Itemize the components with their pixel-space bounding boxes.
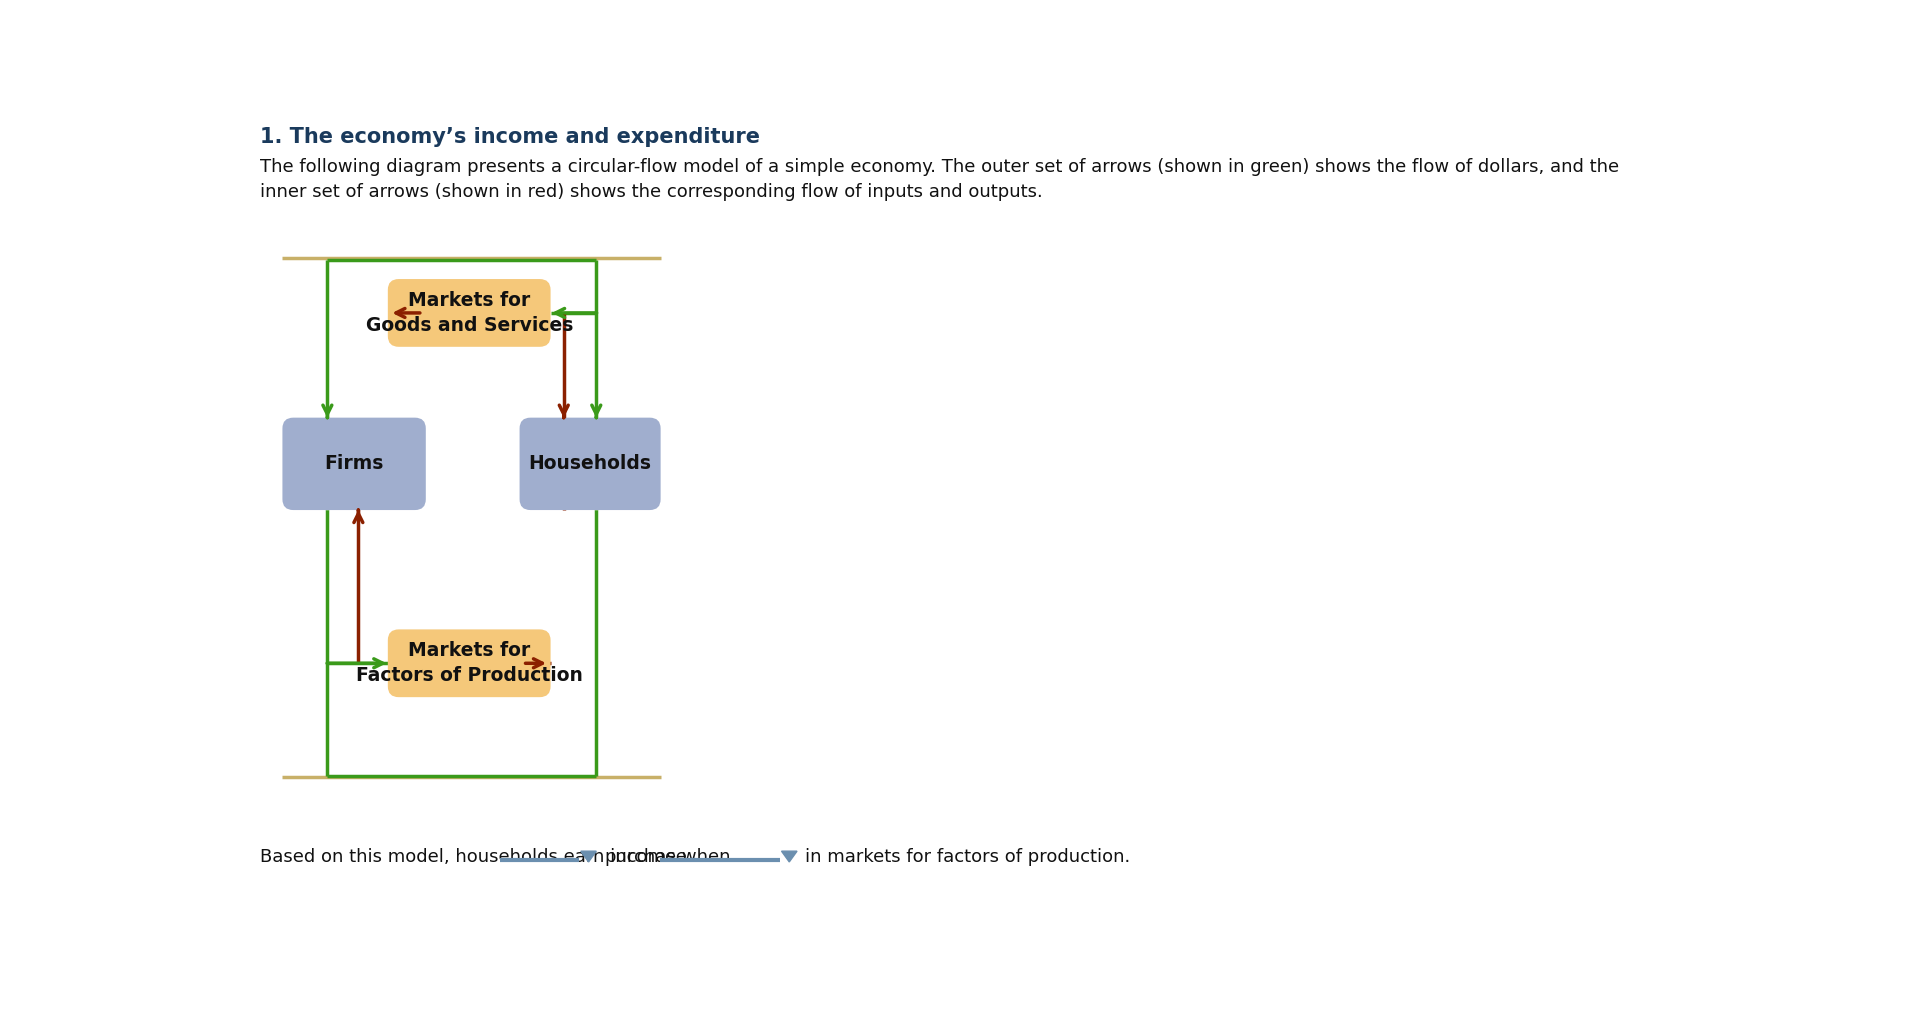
FancyBboxPatch shape [387,629,551,697]
Polygon shape [781,851,796,862]
Text: Based on this model, households earn income when: Based on this model, households earn inc… [259,847,730,866]
Text: Firms: Firms [324,454,383,474]
FancyBboxPatch shape [282,418,425,510]
Text: Markets for
Goods and Services: Markets for Goods and Services [366,291,573,335]
Text: The following diagram presents a circular-flow model of a simple economy. The ou: The following diagram presents a circula… [259,159,1617,176]
Text: Markets for
Factors of Production: Markets for Factors of Production [356,641,583,685]
Text: purchase: purchase [604,847,686,866]
FancyBboxPatch shape [520,418,661,510]
FancyBboxPatch shape [387,279,551,346]
Text: in markets for factors of production.: in markets for factors of production. [804,847,1130,866]
Text: inner set of arrows (shown in red) shows the corresponding flow of inputs and ou: inner set of arrows (shown in red) shows… [259,183,1042,201]
Polygon shape [581,851,596,862]
Text: 1. The economy’s income and expenditure: 1. The economy’s income and expenditure [259,127,760,147]
Text: Households: Households [528,454,652,474]
